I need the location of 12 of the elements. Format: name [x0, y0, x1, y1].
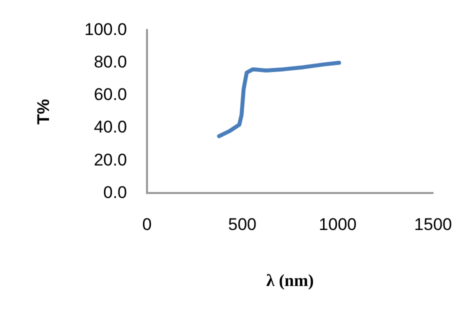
- y-tick-label: 40.0: [94, 118, 127, 137]
- x-tick-label: 1500: [414, 215, 452, 234]
- y-axis-title: T%: [34, 98, 53, 124]
- y-tick-label: 20.0: [94, 150, 127, 170]
- y-tick-label: 100.0: [84, 20, 127, 39]
- x-tick-label: 1000: [318, 215, 357, 234]
- y-tick-label: 60.0: [94, 85, 127, 104]
- y-tick-label: 0.0: [103, 182, 127, 202]
- y-tick-label: 80.0: [94, 52, 127, 72]
- x-axis-title: λ (nm): [266, 271, 314, 290]
- x-tick-label: 500: [228, 215, 257, 234]
- x-tick-label: 0: [142, 215, 152, 234]
